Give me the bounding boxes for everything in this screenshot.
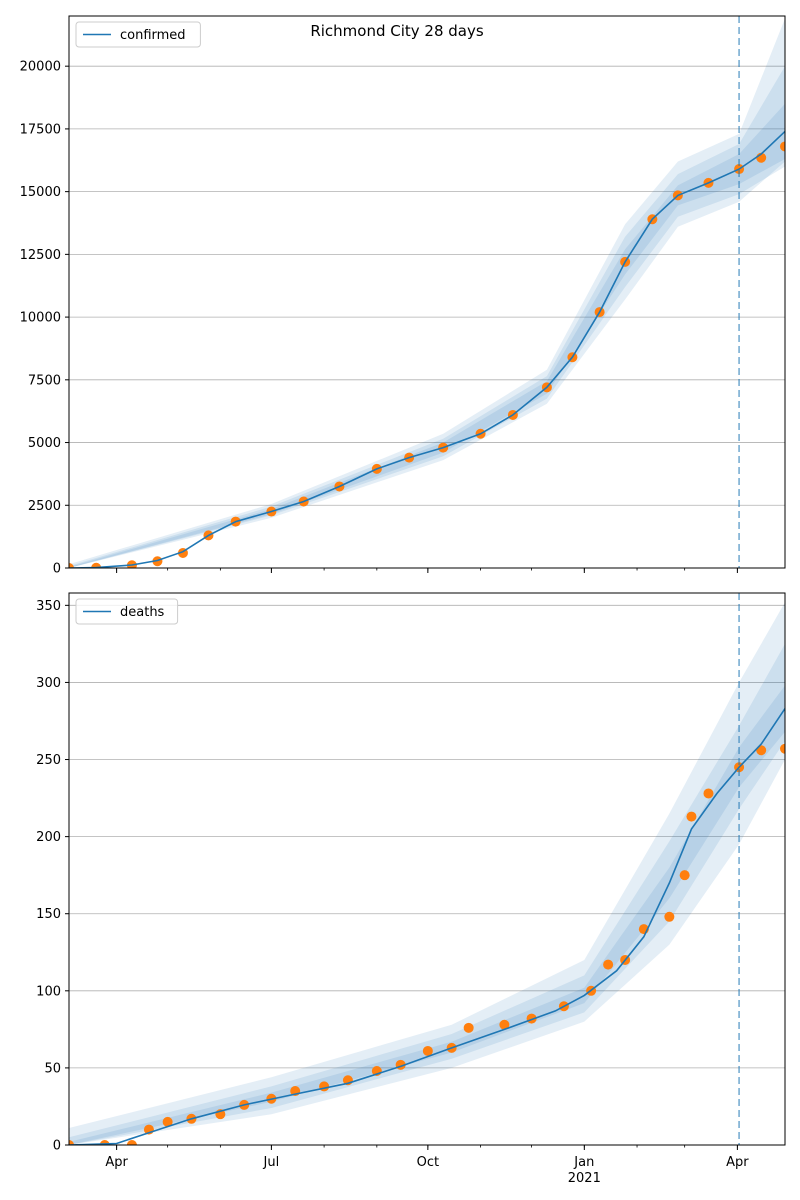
- y-tick-label: 200: [36, 830, 61, 845]
- observed-point: [679, 870, 690, 881]
- x-tick-label: Apr: [726, 1155, 749, 1170]
- x-tick-sublabel: 2021: [568, 1171, 601, 1186]
- y-tick-label: 300: [36, 676, 61, 691]
- observed-point: [603, 959, 614, 970]
- observed-point: [780, 743, 785, 754]
- observed-point: [499, 1019, 510, 1030]
- figure-title: Richmond City 28 days: [310, 22, 484, 40]
- plot-area: [69, 593, 785, 1145]
- y-tick-label: 5000: [28, 436, 61, 451]
- y-tick-label: 250: [36, 753, 61, 768]
- y-tick-label: 0: [53, 1139, 61, 1154]
- observed-point: [686, 811, 697, 822]
- legend-box: [75, 21, 201, 48]
- observed-point: [319, 1081, 330, 1092]
- axes-frame: [68, 592, 786, 1146]
- y-tick-label: 2500: [28, 499, 61, 514]
- legend-label: deaths: [120, 605, 165, 620]
- y-tick-label: 12500: [20, 248, 61, 263]
- observed-point: [780, 141, 785, 152]
- y-tick-label: 0: [53, 562, 61, 577]
- confirmed-panel: 0 2500 5000 7500 10000 12500 15000 17500 20000 co…: [20, 15, 786, 577]
- x-tick-label: Oct: [417, 1155, 439, 1170]
- observed-point: [162, 1116, 173, 1127]
- y-tick-label: 15000: [20, 185, 61, 200]
- y-tick-label: 10000: [20, 311, 61, 326]
- observed-point: [126, 560, 137, 568]
- confidence-band: [69, 643, 785, 1145]
- observed-point: [703, 788, 714, 799]
- x-tick-label: Apr: [105, 1155, 128, 1170]
- legend-box: [75, 598, 179, 625]
- y-tick-label: 150: [36, 907, 61, 922]
- observed-point: [463, 1022, 474, 1033]
- legend-label: confirmed: [120, 28, 186, 43]
- y-tick-label: 350: [36, 599, 61, 614]
- model-line: [69, 130, 785, 568]
- y-tick-label: 20000: [20, 60, 61, 75]
- y-tick-label: 100: [36, 984, 61, 999]
- y-tick-label: 50: [44, 1061, 61, 1076]
- observed-point: [126, 1140, 137, 1145]
- y-tick-label: 7500: [28, 373, 61, 388]
- model-line: [69, 708, 785, 1145]
- x-tick-label: Jan: [573, 1155, 594, 1170]
- observed-point: [422, 1045, 433, 1056]
- y-tick-label: 17500: [20, 122, 61, 137]
- confidence-band: [69, 18, 785, 568]
- observed-point: [69, 1140, 74, 1145]
- x-tick-label: Jul: [263, 1155, 280, 1170]
- observed-point: [69, 563, 74, 568]
- confidence-band: [69, 602, 785, 1145]
- observed-point: [664, 911, 675, 922]
- axes-frame: [68, 15, 786, 569]
- plot-area: [69, 16, 785, 568]
